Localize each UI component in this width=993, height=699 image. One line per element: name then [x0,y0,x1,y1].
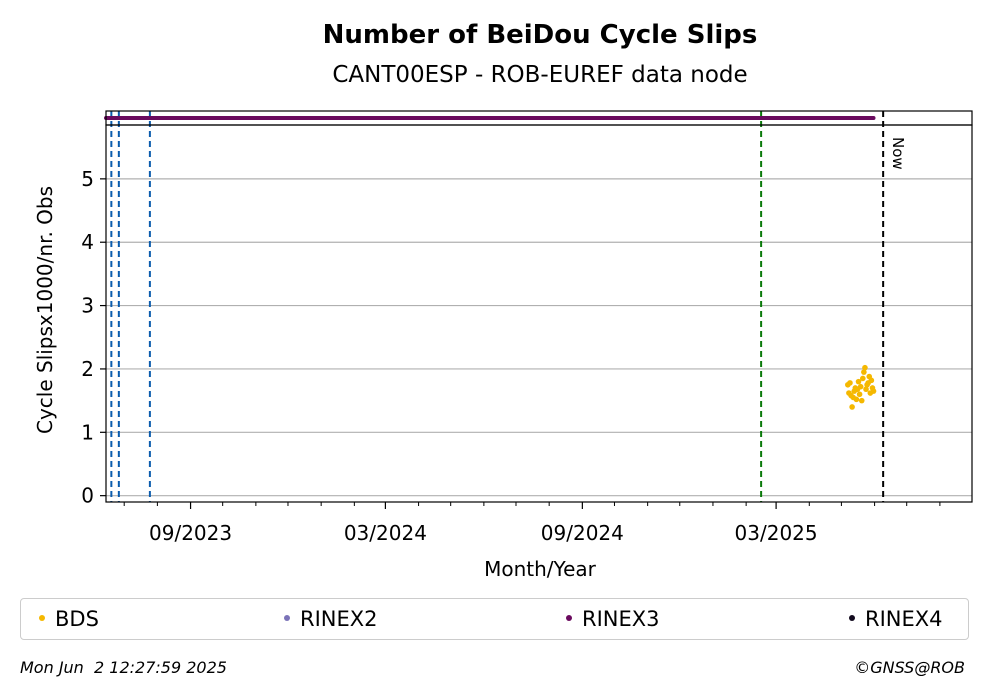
footer-credit: ©GNSS@ROB [854,658,965,677]
data-point-bds [862,364,868,371]
legend-label-bds: BDS [55,607,99,631]
legend-item-rinex4: RINEX4 [849,599,943,639]
data-point-bds [861,369,867,375]
y-tick-label: 5 [81,167,94,191]
footer-timestamp: Mon Jun 2 12:27:59 2025 [20,658,227,677]
x-axis-label: Month/Year [484,557,597,581]
legend: BDS RINEX2 RINEX3 RINEX4 [20,598,969,640]
legend-marker-rinex3 [566,615,572,621]
data-point-bds [863,386,869,393]
y-tick-label: 0 [81,484,94,508]
data-point-bds [853,396,860,403]
chart-subtitle: CANT00ESP - ROB-EUREF data node [332,62,747,88]
y-tick-label: 2 [81,357,94,381]
x-tick-label: 03/2024 [344,521,427,545]
now-label: Now [889,137,907,170]
data-point-bds [868,377,875,384]
legend-marker-rinex4 [849,615,855,621]
plot-area: 0 1 2 3 4 5 09/2023 03/2024 09/2024 03/2025 Now [81,110,973,545]
legend-item-bds: BDS [39,599,99,639]
legend-item-rinex3: RINEX3 [566,599,660,639]
y-axis-label: Cycle Slipsx1000/nr. Obs [33,186,57,434]
legend-label-rinex4: RINEX4 [865,607,943,631]
data-point-bds [849,404,855,410]
chart-title: Number of BeiDou Cycle Slips [323,20,758,50]
x-tick-label: 09/2023 [149,521,232,545]
y-tick-label: 1 [81,420,94,444]
data-point-bds [856,391,863,398]
legend-label-rinex2: RINEX2 [300,607,378,631]
data-point-bds [847,380,853,386]
y-tick-label: 3 [81,294,94,318]
x-tick-label: 03/2025 [735,521,818,545]
legend-item-rinex2: RINEX2 [284,599,378,639]
legend-label-rinex3: RINEX3 [582,607,660,631]
data-point-bds [855,378,862,385]
data-point-bds [857,383,864,390]
legend-marker-rinex2 [284,615,290,621]
plot-frame [105,124,973,503]
data-point-bds [870,388,877,394]
y-tick-label: 4 [81,230,94,254]
data-point-bds [858,397,865,404]
data-point-bds [860,375,866,382]
legend-marker-bds [39,615,45,621]
x-tick-label: 09/2024 [541,521,624,545]
chart: Number of BeiDou Cycle Slips CANT00ESP -… [33,20,973,581]
